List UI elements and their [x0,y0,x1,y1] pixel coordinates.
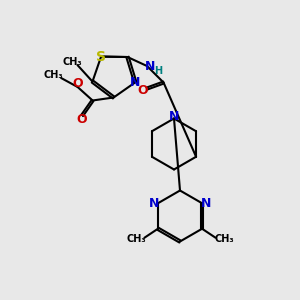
Text: N: N [130,76,140,89]
Text: CH₃: CH₃ [62,57,82,67]
Text: O: O [77,112,87,126]
Text: S: S [96,50,106,64]
Text: CH₃: CH₃ [44,70,63,80]
Text: H: H [154,65,163,76]
Text: CH₃: CH₃ [126,234,146,244]
Text: N: N [200,197,211,210]
Text: N: N [169,110,179,124]
Text: O: O [137,83,148,97]
Text: N: N [149,197,160,210]
Text: O: O [72,76,83,90]
Text: CH₃: CH₃ [214,234,234,244]
Text: N: N [145,59,155,73]
